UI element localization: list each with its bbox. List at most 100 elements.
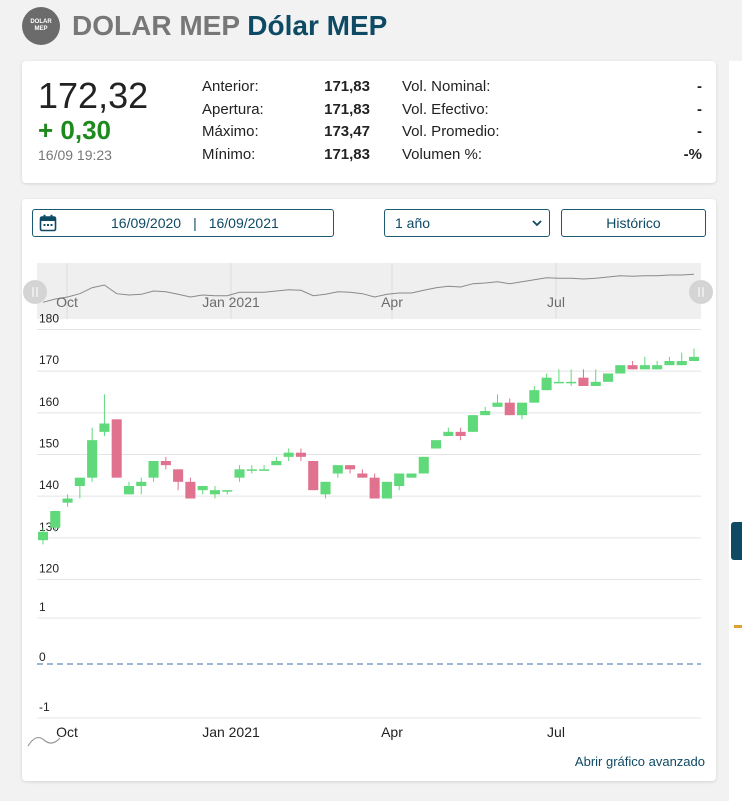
candle-body: [590, 381, 601, 386]
stat-label: Volumen %:: [402, 145, 483, 163]
quote-datetime: 16/09 19:23: [38, 147, 112, 163]
candle-body: [381, 481, 392, 499]
candle: [590, 369, 601, 386]
candle-body: [37, 531, 49, 541]
stat-row: Mínimo: 171,83: [202, 146, 370, 169]
advanced-chart-link[interactable]: Abrir gráfico avanzado: [574, 754, 705, 769]
candle-body: [357, 473, 368, 478]
quote-card: 172,32 + 0,30 16/09 19:23 Anterior: 171,8…: [22, 61, 716, 183]
candle-body: [50, 511, 61, 528]
candle: [246, 465, 257, 474]
navigator-series-line: [42, 273, 695, 303]
candle: [394, 473, 405, 491]
candle: [123, 481, 135, 495]
candle-body: [87, 440, 98, 478]
candle-body: [136, 481, 147, 486]
candle-body: [320, 481, 331, 495]
candle-body: [148, 461, 159, 478]
candle: [136, 477, 147, 495]
candle: [271, 456, 282, 466]
candle: [111, 419, 122, 478]
candle-body: [283, 452, 294, 457]
price-tick-label: 140: [39, 478, 59, 492]
candle: [418, 456, 429, 474]
candle: [381, 481, 392, 499]
price-tick-label: 180: [39, 312, 59, 326]
candle: [209, 486, 220, 499]
candle: [37, 527, 49, 545]
candle: [602, 373, 614, 382]
side-panel-edge: [729, 61, 742, 801]
price-tick-label: 120: [39, 562, 59, 576]
stat-row: Volumen %: -%: [402, 146, 702, 169]
candle-body: [480, 411, 491, 416]
stat-label: Vol. Promedio:: [402, 123, 500, 140]
instrument-name: Dólar MEP: [247, 10, 388, 41]
volume-tick-label: -1: [39, 700, 50, 714]
candle: [185, 477, 196, 499]
candle-body: [369, 477, 380, 499]
stat-value: -%: [683, 145, 702, 163]
candle-body: [197, 486, 208, 491]
candle: [259, 465, 270, 471]
candle-body: [418, 456, 429, 474]
candle: [443, 427, 454, 436]
candle: [308, 461, 319, 491]
stats-left: Anterior: 171,83 Apertura: 171,83 Máximo: 1…: [202, 78, 370, 168]
price-tick-label: 150: [39, 437, 59, 451]
candle: [553, 369, 564, 384]
candle: [74, 477, 85, 499]
candle: [160, 456, 171, 470]
candle: [87, 427, 98, 482]
candle: [541, 373, 552, 391]
navigator-handle: [23, 280, 47, 304]
candle-body: [394, 473, 405, 486]
candle-body: [173, 469, 184, 482]
candle-body: [529, 390, 540, 403]
navigator-x-label: Jan 2021: [202, 294, 260, 310]
candle-body: [566, 381, 577, 384]
stat-value: 171,83: [324, 145, 370, 163]
price-change: + 0,30: [38, 115, 112, 145]
stat-row: Apertura: 171,83: [202, 101, 370, 124]
calendar-icon: [39, 214, 57, 232]
candle-body: [504, 402, 515, 416]
candle: [197, 486, 208, 495]
candle: [283, 448, 294, 461]
candle-body: [431, 440, 442, 449]
period-select[interactable]: 1 año: [384, 209, 550, 237]
candle: [62, 494, 73, 507]
page-header: DOLAR MEP DOLAR MEP Dólar MEP: [22, 6, 387, 46]
navigator-handle: [689, 280, 713, 304]
stat-value: -: [697, 123, 702, 140]
date-range-text: 16/09/2020 | 16/09/2021: [111, 215, 279, 231]
candle: [357, 469, 368, 478]
stat-row: Vol. Efectivo: -: [402, 101, 702, 124]
navigator-x-label: Oct: [56, 294, 78, 310]
date-range-picker[interactable]: 16/09/2020 | 16/09/2021: [32, 209, 334, 237]
candle-body: [259, 469, 270, 471]
candle-body: [688, 356, 700, 361]
candle: [222, 490, 233, 495]
instrument-symbol: DOLAR MEP: [72, 10, 240, 41]
page-title: DOLAR MEP Dólar MEP: [72, 10, 387, 42]
candle: [529, 386, 540, 403]
candle-body: [627, 365, 638, 370]
candle: [664, 356, 675, 366]
candle-body: [443, 431, 454, 436]
candle: [173, 469, 184, 491]
navigator-x-label: Jul: [547, 294, 565, 310]
stat-label: Vol. Efectivo:: [402, 100, 489, 118]
candle-body: [652, 365, 663, 370]
stat-label: Anterior:: [202, 78, 259, 95]
historic-button[interactable]: Histórico: [561, 209, 706, 237]
candle-body: [517, 402, 528, 416]
candle-body: [111, 419, 122, 478]
side-panel-toggle[interactable]: [731, 522, 742, 560]
candle-body: [602, 373, 614, 382]
last-price: 172,32: [38, 75, 149, 116]
candle-body: [271, 461, 282, 466]
candle: [332, 465, 343, 478]
candle-body: [308, 461, 319, 491]
candle-body: [209, 490, 220, 495]
